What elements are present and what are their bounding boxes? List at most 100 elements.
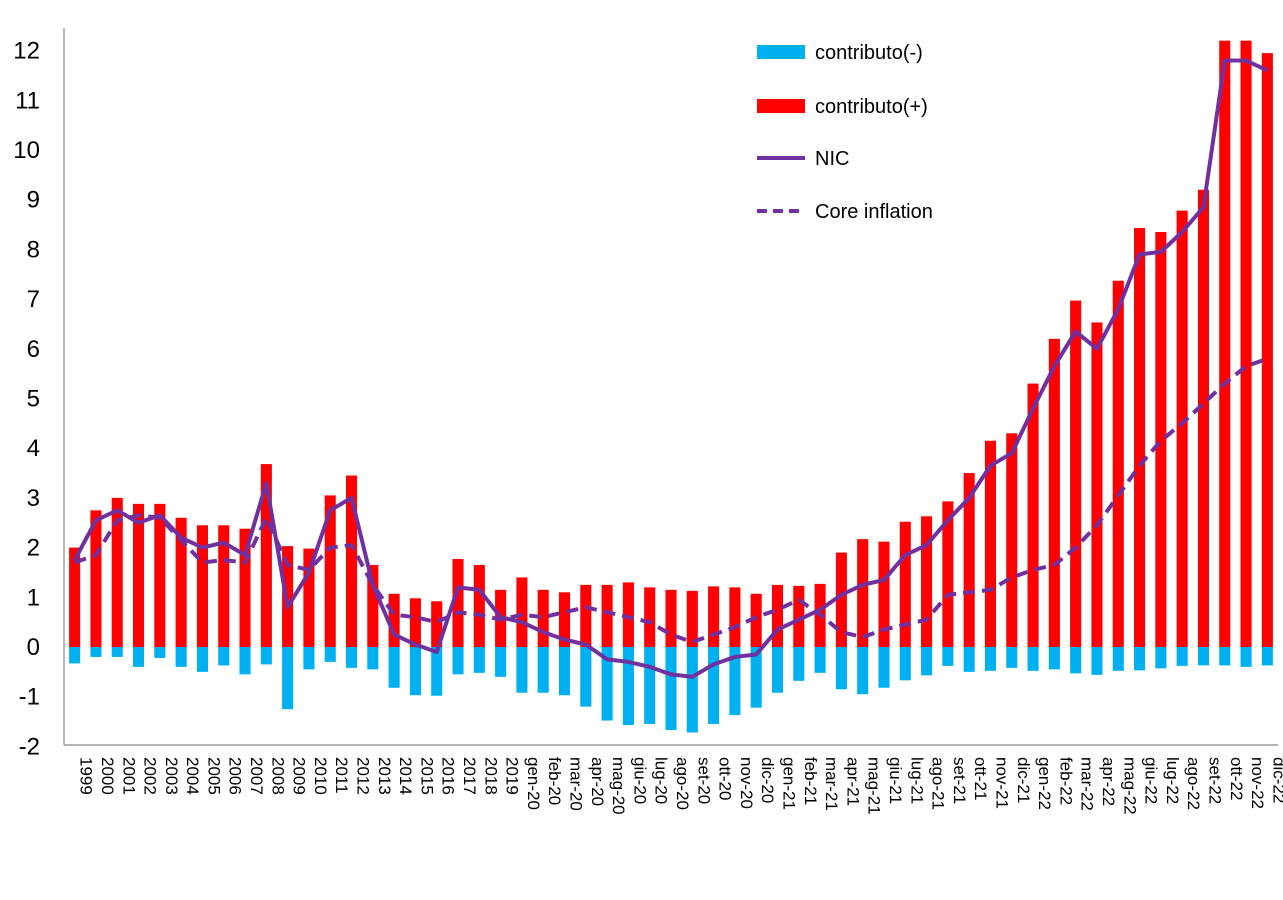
bar-contributo-neg-46 — [1048, 647, 1060, 670]
bar-contributo-neg-48 — [1091, 647, 1103, 675]
bar-contributo-neg-45 — [1027, 647, 1039, 671]
bar-contributo-neg-29 — [686, 647, 698, 733]
bar-contributo-neg-25 — [601, 647, 613, 721]
x-tick-label: dic-20 — [758, 757, 777, 803]
bar-contributo-pos-49 — [1112, 280, 1124, 647]
bar-contributo-pos-39 — [899, 521, 911, 647]
bar-contributo-pos-22 — [537, 589, 549, 647]
bar-contributo-pos-31 — [729, 587, 741, 647]
x-tick-label: giu-21 — [886, 757, 905, 804]
bar-contributo-pos-24 — [580, 584, 592, 648]
bar-contributo-pos-7 — [218, 525, 230, 647]
bar-contributo-neg-31 — [729, 647, 741, 716]
bar-contributo-neg-37 — [857, 647, 869, 695]
x-tick-label: mar-20 — [567, 757, 586, 811]
bar-contributo-neg-52 — [1176, 647, 1188, 666]
x-tick-label: ago-21 — [929, 757, 948, 810]
x-tick-label: nov-22 — [1248, 757, 1267, 809]
bar-contributo-pos-29 — [686, 590, 698, 647]
x-tick-label: ott-20 — [716, 757, 735, 800]
y-tick-label: 3 — [27, 485, 40, 512]
bar-contributo-neg-0 — [69, 647, 81, 664]
y-tick-label: 0 — [27, 634, 40, 661]
bar-contributo-neg-40 — [921, 647, 933, 676]
bar-contributo-neg-9 — [260, 647, 272, 665]
bar-contributo-pos-51 — [1155, 232, 1167, 647]
bar-contributo-neg-19 — [473, 647, 485, 673]
bar-contributo-neg-26 — [622, 647, 634, 726]
bar-contributo-pos-45 — [1027, 383, 1039, 647]
x-tick-label: dic-21 — [1014, 757, 1033, 803]
x-tick-label: gen-21 — [779, 757, 798, 810]
x-tick-label: feb-20 — [545, 757, 564, 805]
legend-swatch-contributo-pos — [757, 99, 805, 113]
x-tick-label: 2015 — [417, 757, 436, 795]
bar-contributo-pos-12 — [324, 495, 336, 647]
x-tick-label: 2014 — [396, 757, 415, 795]
bar-contributo-pos-48 — [1091, 322, 1103, 647]
bar-contributo-pos-21 — [516, 577, 528, 647]
bar-contributo-pos-32 — [750, 593, 762, 647]
bar-contributo-neg-15 — [388, 647, 400, 688]
y-tick-label: 7 — [27, 286, 40, 313]
bar-contributo-pos-44 — [1006, 433, 1018, 647]
x-tick-label: mag-20 — [609, 757, 628, 815]
axes-layer — [63, 28, 1278, 746]
bar-contributo-pos-42 — [963, 473, 975, 647]
legend: contributo(-) contributo(+) NIC Core inf… — [757, 42, 933, 223]
y-tick-label: 8 — [27, 236, 40, 263]
y-tick-label: 9 — [27, 187, 40, 214]
y-tick-label: 1 — [27, 584, 40, 611]
bar-contributo-neg-1 — [90, 647, 102, 657]
bar-contributo-pos-36 — [835, 552, 847, 647]
legend-label-contributo-pos: contributo(+) — [815, 96, 928, 118]
bar-contributo-pos-52 — [1176, 210, 1188, 647]
bar-contributo-neg-2 — [111, 647, 123, 657]
bar-contributo-pos-1 — [90, 510, 102, 647]
bar-contributo-pos-41 — [942, 501, 954, 647]
x-tick-label: 2012 — [354, 757, 373, 795]
legend-label-contributo-neg: contributo(-) — [815, 42, 923, 64]
y-tick-label: -2 — [19, 733, 40, 760]
bar-contributo-neg-32 — [750, 647, 762, 708]
y-tick-label: 5 — [27, 386, 40, 413]
line-nic — [72, 58, 1269, 679]
lines-layer — [72, 58, 1269, 679]
x-tick-label: 1999 — [77, 757, 96, 795]
x-tick-label: lug-21 — [907, 757, 926, 804]
legend-label-nic: NIC — [815, 148, 849, 170]
x-tick-label: mar-21 — [822, 757, 841, 811]
legend-label-core-inflation: Core inflation — [815, 201, 933, 223]
x-tick-label: 2002 — [141, 757, 160, 795]
bar-contributo-neg-20 — [495, 647, 507, 677]
line-core-inflation — [73, 356, 1269, 645]
bar-contributo-pos-33 — [771, 584, 784, 648]
bar-contributo-pos-13 — [345, 475, 358, 647]
bar-contributo-pos-15 — [388, 593, 400, 647]
bar-contributo-pos-47 — [1070, 300, 1082, 647]
bar-contributo-pos-17 — [431, 601, 443, 647]
x-tick-label: lug-22 — [1163, 757, 1182, 804]
bar-contributo-pos-25 — [601, 584, 613, 648]
bar-contributo-neg-14 — [367, 647, 379, 670]
x-tick-label: 2009 — [290, 757, 309, 795]
bar-contributo-pos-9 — [260, 464, 272, 647]
bar-contributo-neg-23 — [558, 647, 571, 696]
x-tick-label: 2004 — [183, 757, 202, 795]
bar-contributo-neg-16 — [409, 647, 421, 696]
x-tick-label: gen-20 — [524, 757, 543, 810]
x-tick-label: 2011 — [332, 757, 351, 794]
bar-contributo-pos-23 — [558, 592, 571, 647]
bar-contributo-pos-16 — [409, 598, 421, 647]
bar-contributo-neg-41 — [942, 647, 954, 666]
x-tick-label: 2007 — [247, 757, 266, 795]
bar-contributo-neg-55 — [1240, 647, 1252, 667]
bar-contributo-neg-42 — [963, 647, 975, 672]
bar-contributo-neg-4 — [154, 647, 166, 658]
x-tick-label: 2019 — [503, 757, 522, 795]
bar-contributo-neg-30 — [708, 647, 720, 725]
bar-contributo-pos-8 — [239, 528, 251, 647]
x-tick-label: apr-21 — [843, 757, 862, 806]
